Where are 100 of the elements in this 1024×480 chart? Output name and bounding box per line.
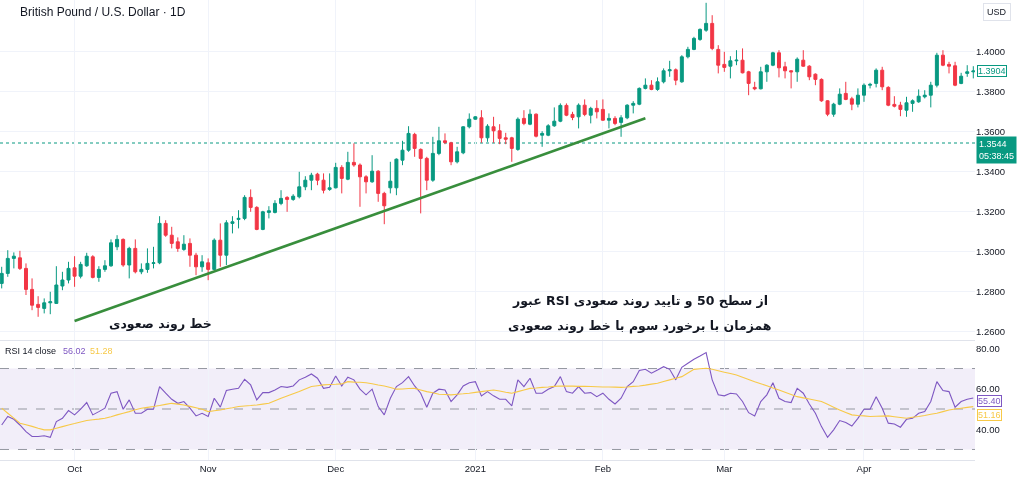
candlestick	[509, 136, 514, 163]
candlestick	[770, 51, 775, 67]
candlestick	[333, 162, 338, 189]
candlestick	[843, 81, 848, 101]
candlestick	[582, 98, 587, 117]
candlestick	[880, 66, 885, 91]
candlestick	[212, 237, 217, 271]
x-tick-label: Nov	[199, 463, 217, 475]
candlestick	[388, 161, 393, 194]
candlestick	[90, 254, 95, 279]
candlestick	[181, 234, 186, 252]
candlestick	[837, 87, 842, 106]
text: RSI 14 close	[5, 346, 57, 356]
candlestick	[807, 64, 812, 81]
candlestick	[940, 49, 945, 67]
x-tick-label: Apr	[856, 463, 872, 475]
y-tick-label: 1.2600	[976, 326, 1006, 338]
x-tick-label: Oct	[67, 463, 83, 475]
candlestick	[345, 151, 350, 181]
candlestick	[515, 116, 520, 152]
candlestick	[206, 257, 211, 281]
candlestick	[351, 142, 356, 168]
candlestick	[722, 51, 727, 73]
candlestick	[436, 126, 441, 156]
candlestick	[327, 172, 332, 192]
candlestick	[309, 172, 314, 191]
candlestick	[783, 61, 788, 79]
data-label: 55.40	[978, 396, 1001, 406]
candlestick	[36, 295, 41, 318]
candlestick	[534, 112, 539, 138]
candlestick	[473, 115, 478, 121]
candlestick	[503, 132, 508, 145]
candlestick	[679, 54, 684, 84]
candlestick	[594, 99, 599, 119]
candlestick	[467, 112, 472, 129]
candlestick	[685, 46, 690, 59]
candlestick	[558, 102, 563, 123]
candlestick	[42, 297, 47, 314]
y-tick-label: 80.00	[976, 342, 1000, 354]
candlestick	[78, 261, 83, 279]
candlestick	[194, 252, 199, 276]
candlestick	[868, 82, 873, 89]
candlestick	[187, 237, 192, 268]
candlestick	[48, 291, 53, 315]
y-tick-label: 40.00	[976, 423, 1000, 435]
candlestick	[619, 114, 624, 138]
candlestick	[947, 61, 951, 74]
candlestick	[855, 87, 860, 108]
y-axis-title: USD	[987, 7, 1007, 17]
candlestick	[965, 64, 970, 78]
candlestick	[24, 262, 28, 296]
candlestick	[521, 109, 526, 126]
annotation: 56.02	[63, 346, 86, 356]
candlestick	[443, 132, 447, 145]
candlestick	[370, 154, 375, 184]
candlestick	[163, 219, 168, 238]
candlestick	[303, 175, 308, 191]
candlestick	[588, 106, 593, 124]
candlestick	[928, 81, 933, 108]
candlestick	[84, 252, 89, 268]
annotation: همزمان با برخورد سوم با خط روند صعودی	[508, 318, 772, 334]
candlestick	[5, 249, 10, 278]
candlestick	[934, 52, 939, 88]
candlestick	[971, 65, 975, 79]
candlestick	[291, 193, 296, 202]
candlestick	[133, 238, 138, 274]
candlestick	[758, 66, 763, 90]
annotation: خط روند صعودی	[109, 316, 212, 331]
y-tick-label: 60.00	[976, 383, 1000, 395]
candlestick	[491, 116, 496, 144]
candlestick	[764, 63, 769, 83]
candlestick	[752, 81, 757, 91]
candlestick	[279, 189, 284, 206]
candlestick	[922, 89, 927, 99]
candlestick	[297, 171, 302, 199]
x-tick-label: Feb	[594, 463, 612, 475]
y-tick-label: 1.3200	[976, 206, 1006, 218]
y-tick-label: 1.3000	[976, 246, 1006, 258]
candlestick	[849, 96, 854, 111]
candlestick	[424, 156, 429, 191]
candlestick	[102, 259, 107, 273]
candlestick	[254, 205, 259, 231]
candlestick	[260, 210, 265, 231]
candlestick	[886, 85, 891, 107]
candlestick	[72, 255, 77, 288]
candlestick	[455, 146, 460, 164]
x-tick-label: Dec	[327, 463, 345, 475]
candlestick	[704, 2, 709, 33]
candlestick	[272, 199, 277, 214]
candlestick	[449, 141, 454, 166]
annotation: 51.28	[90, 346, 113, 356]
x-tick-label: 2021	[464, 463, 486, 475]
candlestick	[776, 49, 781, 78]
candlestick	[953, 61, 958, 87]
candlestick	[528, 108, 532, 126]
candlestick	[0, 266, 4, 289]
candlestick	[546, 123, 551, 137]
y-tick-label: 1.3400	[976, 166, 1006, 178]
candlestick	[649, 79, 654, 91]
candlestick	[96, 265, 101, 283]
